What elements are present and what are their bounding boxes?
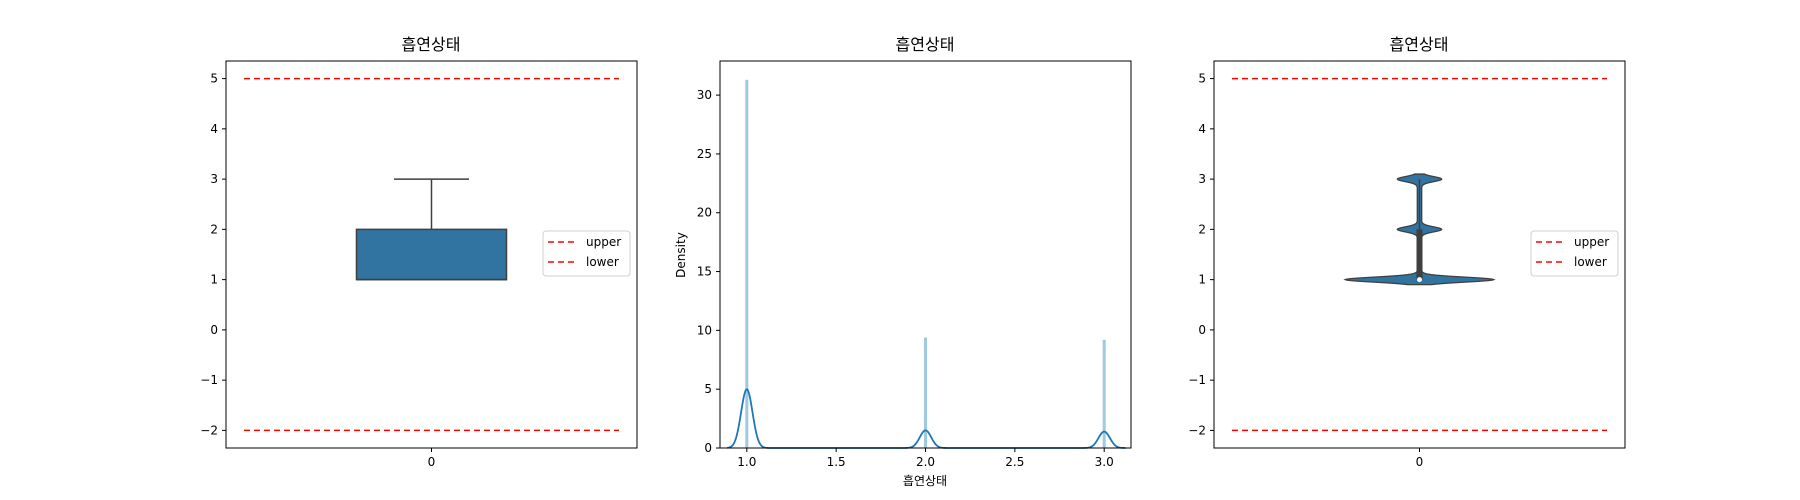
- y-tick-label: 10: [697, 323, 712, 337]
- violin-median: [1417, 277, 1422, 283]
- legend-lower: lower: [1574, 255, 1607, 269]
- boxplot-title: 흡연상태: [402, 35, 461, 54]
- y-tick-label: 3: [210, 172, 218, 186]
- violin-panel: 흡연상태 −2 −1 0 1 2 3 4 5 0 upper lower: [1188, 35, 1626, 469]
- violin-iqr: [1416, 229, 1423, 280]
- legend-upper: upper: [586, 235, 621, 249]
- histogram-bar: [924, 337, 927, 448]
- y-tick-label: 5: [704, 382, 712, 396]
- y-tick-label: 0: [704, 441, 712, 455]
- x-tick-label: 2.5: [1005, 455, 1024, 469]
- y-tick-label: 2: [1198, 222, 1206, 236]
- x-tick-label: 3.0: [1095, 455, 1114, 469]
- box-iqr: [355, 228, 508, 281]
- violin-legend: upper lower: [1530, 230, 1619, 277]
- legend-upper: upper: [1574, 235, 1609, 249]
- y-tick-label: 0: [1198, 323, 1206, 337]
- y-tick-label: 5: [210, 72, 218, 86]
- y-tick-label: −2: [200, 423, 218, 437]
- x-tick-label: 2.0: [916, 455, 935, 469]
- y-tick-label: −2: [1188, 423, 1206, 437]
- y-tick-label: 20: [697, 206, 712, 220]
- y-tick-label: −1: [1188, 373, 1206, 387]
- boxplot-legend: upper lower: [542, 230, 631, 277]
- x-tick-label: 1.0: [737, 455, 756, 469]
- histogram-xlabel: 흡연상태: [903, 474, 947, 488]
- y-tick-label: 30: [697, 88, 712, 102]
- y-tick-label: 2: [210, 222, 218, 236]
- x-tick-label: 1.5: [827, 455, 846, 469]
- violin-title: 흡연상태: [1390, 35, 1449, 54]
- histogram-bar: [745, 79, 749, 448]
- y-tick-label: 1: [210, 273, 218, 287]
- y-tick-label: 3: [1198, 172, 1206, 186]
- y-tick-label: 1: [1198, 273, 1206, 287]
- y-tick-label: 25: [697, 147, 712, 161]
- x-tick-label: 0: [428, 455, 436, 469]
- y-tick-label: 15: [697, 265, 712, 279]
- histogram-bar: [1102, 339, 1106, 448]
- y-tick-label: 0: [210, 323, 218, 337]
- x-tick-label: 0: [1416, 455, 1424, 469]
- y-tick-label: −1: [200, 373, 218, 387]
- boxplot-panel: 흡연상태 −2 −1 0 1 2 3 4 5 0 upper lower: [200, 35, 638, 469]
- histogram-title: 흡연상태: [896, 35, 955, 54]
- legend-lower: lower: [586, 255, 619, 269]
- y-tick-label: 5: [1198, 72, 1206, 86]
- y-tick-label: 4: [210, 122, 218, 136]
- y-tick-label: 4: [1198, 122, 1206, 136]
- histogram-ylabel: Density: [674, 232, 688, 278]
- histogram-panel: 흡연상태 0 5 10 15 20 25 30 1.0 1.5 2.0 2.5 3.0 흡연상태 De…: [674, 35, 1132, 488]
